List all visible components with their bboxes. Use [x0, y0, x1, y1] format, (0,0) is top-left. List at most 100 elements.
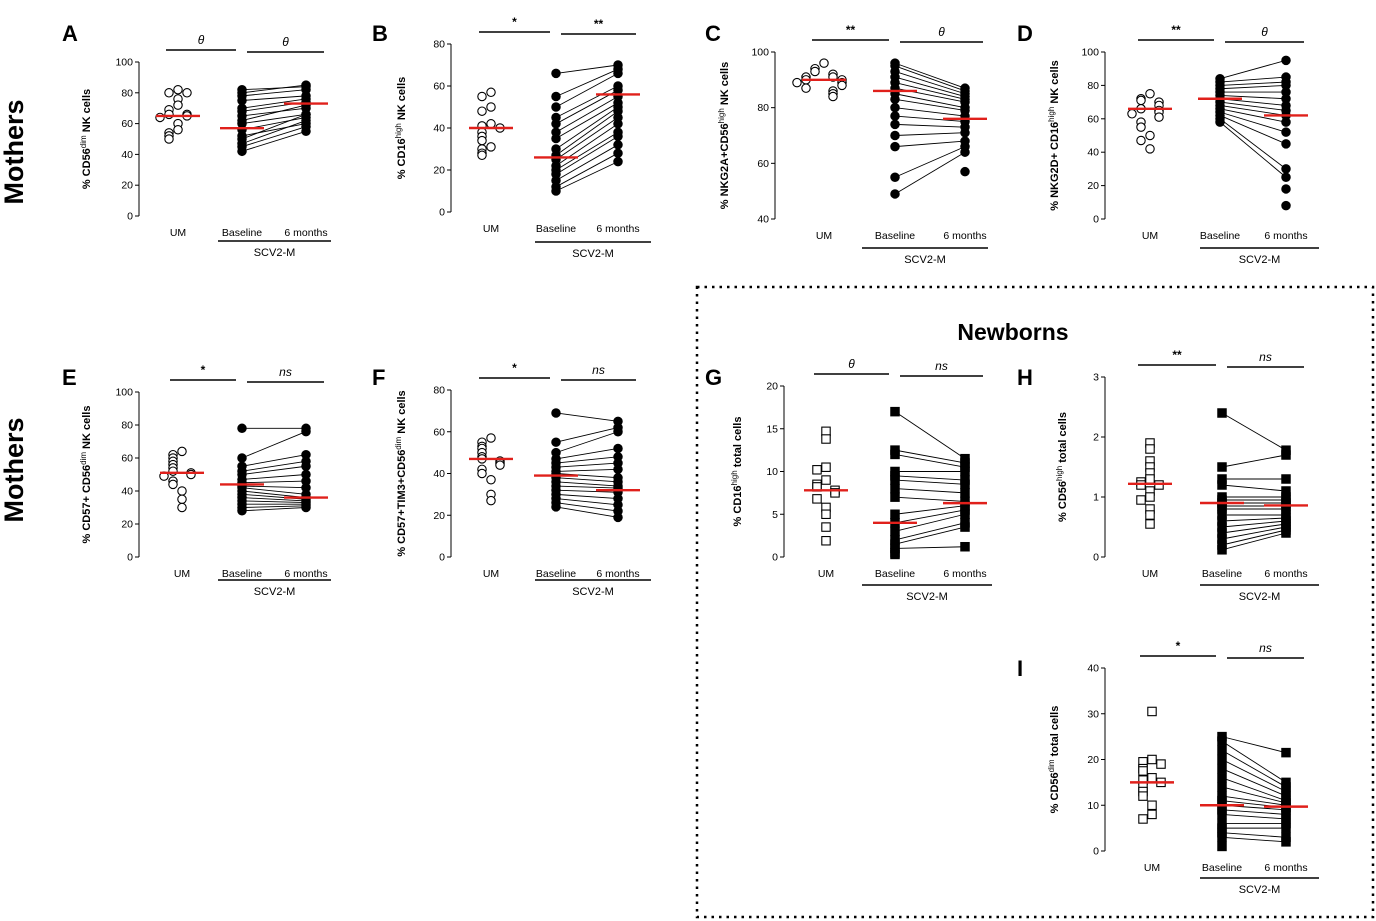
um-point	[837, 80, 847, 91]
baseline-point	[1217, 773, 1227, 783]
x-category-label: UM	[483, 223, 499, 235]
six-months-point	[1281, 172, 1291, 183]
paired-line	[894, 453, 966, 468]
paired-line	[241, 500, 307, 503]
baseline-point	[1217, 841, 1227, 852]
paired-line	[1219, 94, 1287, 100]
x-category-label: Baseline	[1200, 230, 1240, 242]
paired-line	[1221, 520, 1287, 528]
um-point	[168, 466, 178, 476]
um-point	[1147, 773, 1157, 783]
newborns-frame	[695, 285, 1375, 919]
six-months-point	[1281, 747, 1291, 758]
baseline-point	[890, 111, 900, 121]
y-axis-label-text: NK cells	[719, 62, 731, 108]
y-tick-label: 10	[1087, 800, 1099, 812]
x-category-label: Baseline	[222, 227, 262, 239]
paired-line	[1221, 786, 1287, 804]
baseline-point	[890, 130, 900, 141]
baseline-point	[890, 483, 900, 494]
significance-label: ns	[1259, 350, 1272, 364]
six-months-point	[613, 156, 623, 167]
paired-line	[1221, 777, 1287, 802]
x-category-label: 6 months	[943, 230, 986, 242]
significance-label: ns	[935, 359, 948, 373]
um-point	[821, 475, 831, 485]
baseline-point	[237, 423, 247, 434]
y-tick-label: 80	[433, 385, 445, 397]
um-point	[821, 522, 831, 532]
group-label: SCV2-M	[1239, 591, 1281, 603]
paired-line	[1221, 532, 1287, 551]
paired-line	[555, 493, 619, 499]
y-tick-label: 40	[1087, 147, 1099, 159]
y-axis-label-superscript: high	[394, 123, 403, 138]
um-point	[1138, 814, 1148, 824]
six-months-point	[960, 488, 970, 498]
baseline-point	[1217, 545, 1227, 555]
x-category-label: Baseline	[536, 223, 576, 235]
paired-line	[241, 107, 307, 117]
paired-line	[241, 113, 307, 125]
baseline-point	[890, 526, 900, 537]
y-axis-label-text: NK cells	[1049, 60, 1061, 106]
y-axis-label: % CD56high total cells	[1055, 412, 1070, 522]
paired-line	[555, 489, 619, 493]
um-point	[164, 134, 174, 144]
significance-label: ns	[1259, 641, 1272, 655]
six-months-point	[613, 119, 623, 129]
group-label: SCV2-M	[254, 247, 296, 259]
y-tick-label: 0	[1093, 214, 1099, 226]
y-tick-label: 60	[121, 118, 133, 130]
y-axis-label: % NKG2D+ CD16high NK cells	[1047, 60, 1062, 211]
significance-label: **	[1171, 23, 1181, 37]
x-category-label: 6 months	[596, 223, 639, 235]
paired-line	[894, 522, 966, 541]
paired-line	[555, 64, 619, 74]
um-point	[486, 87, 496, 98]
y-axis-label-superscript: dim	[79, 135, 88, 148]
y-axis-label-text: % CD57+TIM3+CD56	[396, 450, 408, 557]
paired-line	[1219, 121, 1287, 178]
y-axis-label-superscript: dim	[394, 436, 403, 449]
paired-line	[555, 144, 619, 181]
paired-line	[555, 106, 619, 150]
um-point	[186, 469, 196, 480]
paired-line	[555, 462, 619, 468]
panel-letter: D	[1017, 21, 1033, 46]
y-tick-label: 20	[1087, 180, 1099, 192]
paired-line	[894, 505, 966, 515]
um-point	[1154, 480, 1164, 490]
baseline-point	[237, 95, 247, 106]
paired-line	[1219, 111, 1287, 133]
six-months-point	[1281, 117, 1291, 127]
six-months-point	[1281, 139, 1291, 149]
paired-line	[1219, 108, 1287, 123]
x-category-label: 6 months	[943, 568, 986, 580]
x-category-label: Baseline	[875, 230, 915, 242]
um-point	[477, 135, 487, 146]
paired-line	[555, 431, 619, 454]
paired-line	[555, 412, 619, 422]
six-months-point	[1281, 127, 1291, 137]
six-months-point	[960, 127, 970, 138]
paired-line	[1221, 736, 1287, 754]
baseline-point	[1217, 809, 1227, 820]
paired-line	[1221, 454, 1287, 468]
group-label: SCV2-M	[904, 254, 946, 266]
six-months-point	[1281, 823, 1291, 833]
x-category-label: UM	[1142, 230, 1158, 242]
baseline-point	[1217, 736, 1227, 746]
x-category-label: 6 months	[1264, 230, 1307, 242]
paired-line	[241, 431, 307, 459]
y-tick-label: 40	[757, 214, 769, 226]
y-axis-label-superscript: high	[1055, 466, 1064, 481]
panel-letter: I	[1017, 656, 1023, 681]
y-axis-label-text: % CD57+ CD56	[81, 465, 93, 544]
um-point	[164, 109, 174, 120]
x-category-label: Baseline	[1202, 568, 1242, 580]
baseline-point	[1217, 480, 1227, 490]
paired-line	[1219, 59, 1287, 80]
paired-line	[241, 123, 307, 137]
paired-line	[555, 427, 619, 443]
